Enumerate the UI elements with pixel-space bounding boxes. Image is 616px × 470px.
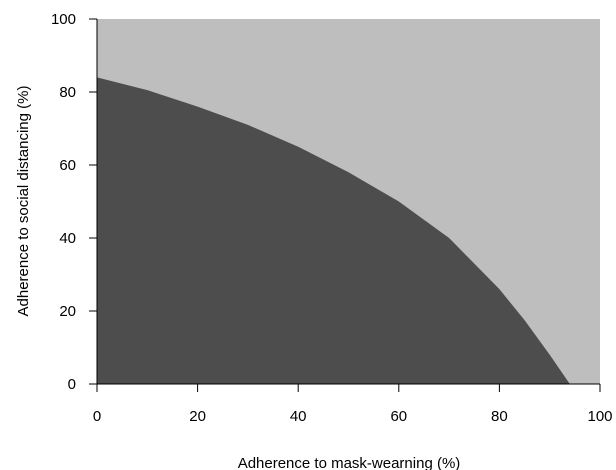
y-tick-label: 0: [68, 376, 76, 393]
x-tick-label: 100: [587, 408, 612, 425]
y-tick-label: 20: [59, 303, 76, 320]
region-below-curve: [97, 77, 570, 385]
y-axis-title: Adherence to social distancing (%): [15, 86, 32, 317]
plot-region: [97, 19, 600, 385]
x-tick-label: 20: [189, 408, 206, 425]
y-axis: 0 20 40 60 80 100: [51, 11, 98, 393]
x-tick-label: 60: [390, 408, 407, 425]
y-tick-label: 80: [59, 84, 76, 101]
x-axis-title: Adherence to mask-wearning (%): [238, 455, 461, 470]
y-tick-label: 100: [51, 11, 76, 28]
x-axis: 0 20 40 60 80 100: [93, 383, 613, 425]
x-tick-label: 40: [290, 408, 307, 425]
y-tick-label: 40: [59, 230, 76, 247]
x-tick-label: 0: [93, 408, 101, 425]
x-tick-label: 80: [491, 408, 508, 425]
y-tick-label: 60: [59, 157, 76, 174]
